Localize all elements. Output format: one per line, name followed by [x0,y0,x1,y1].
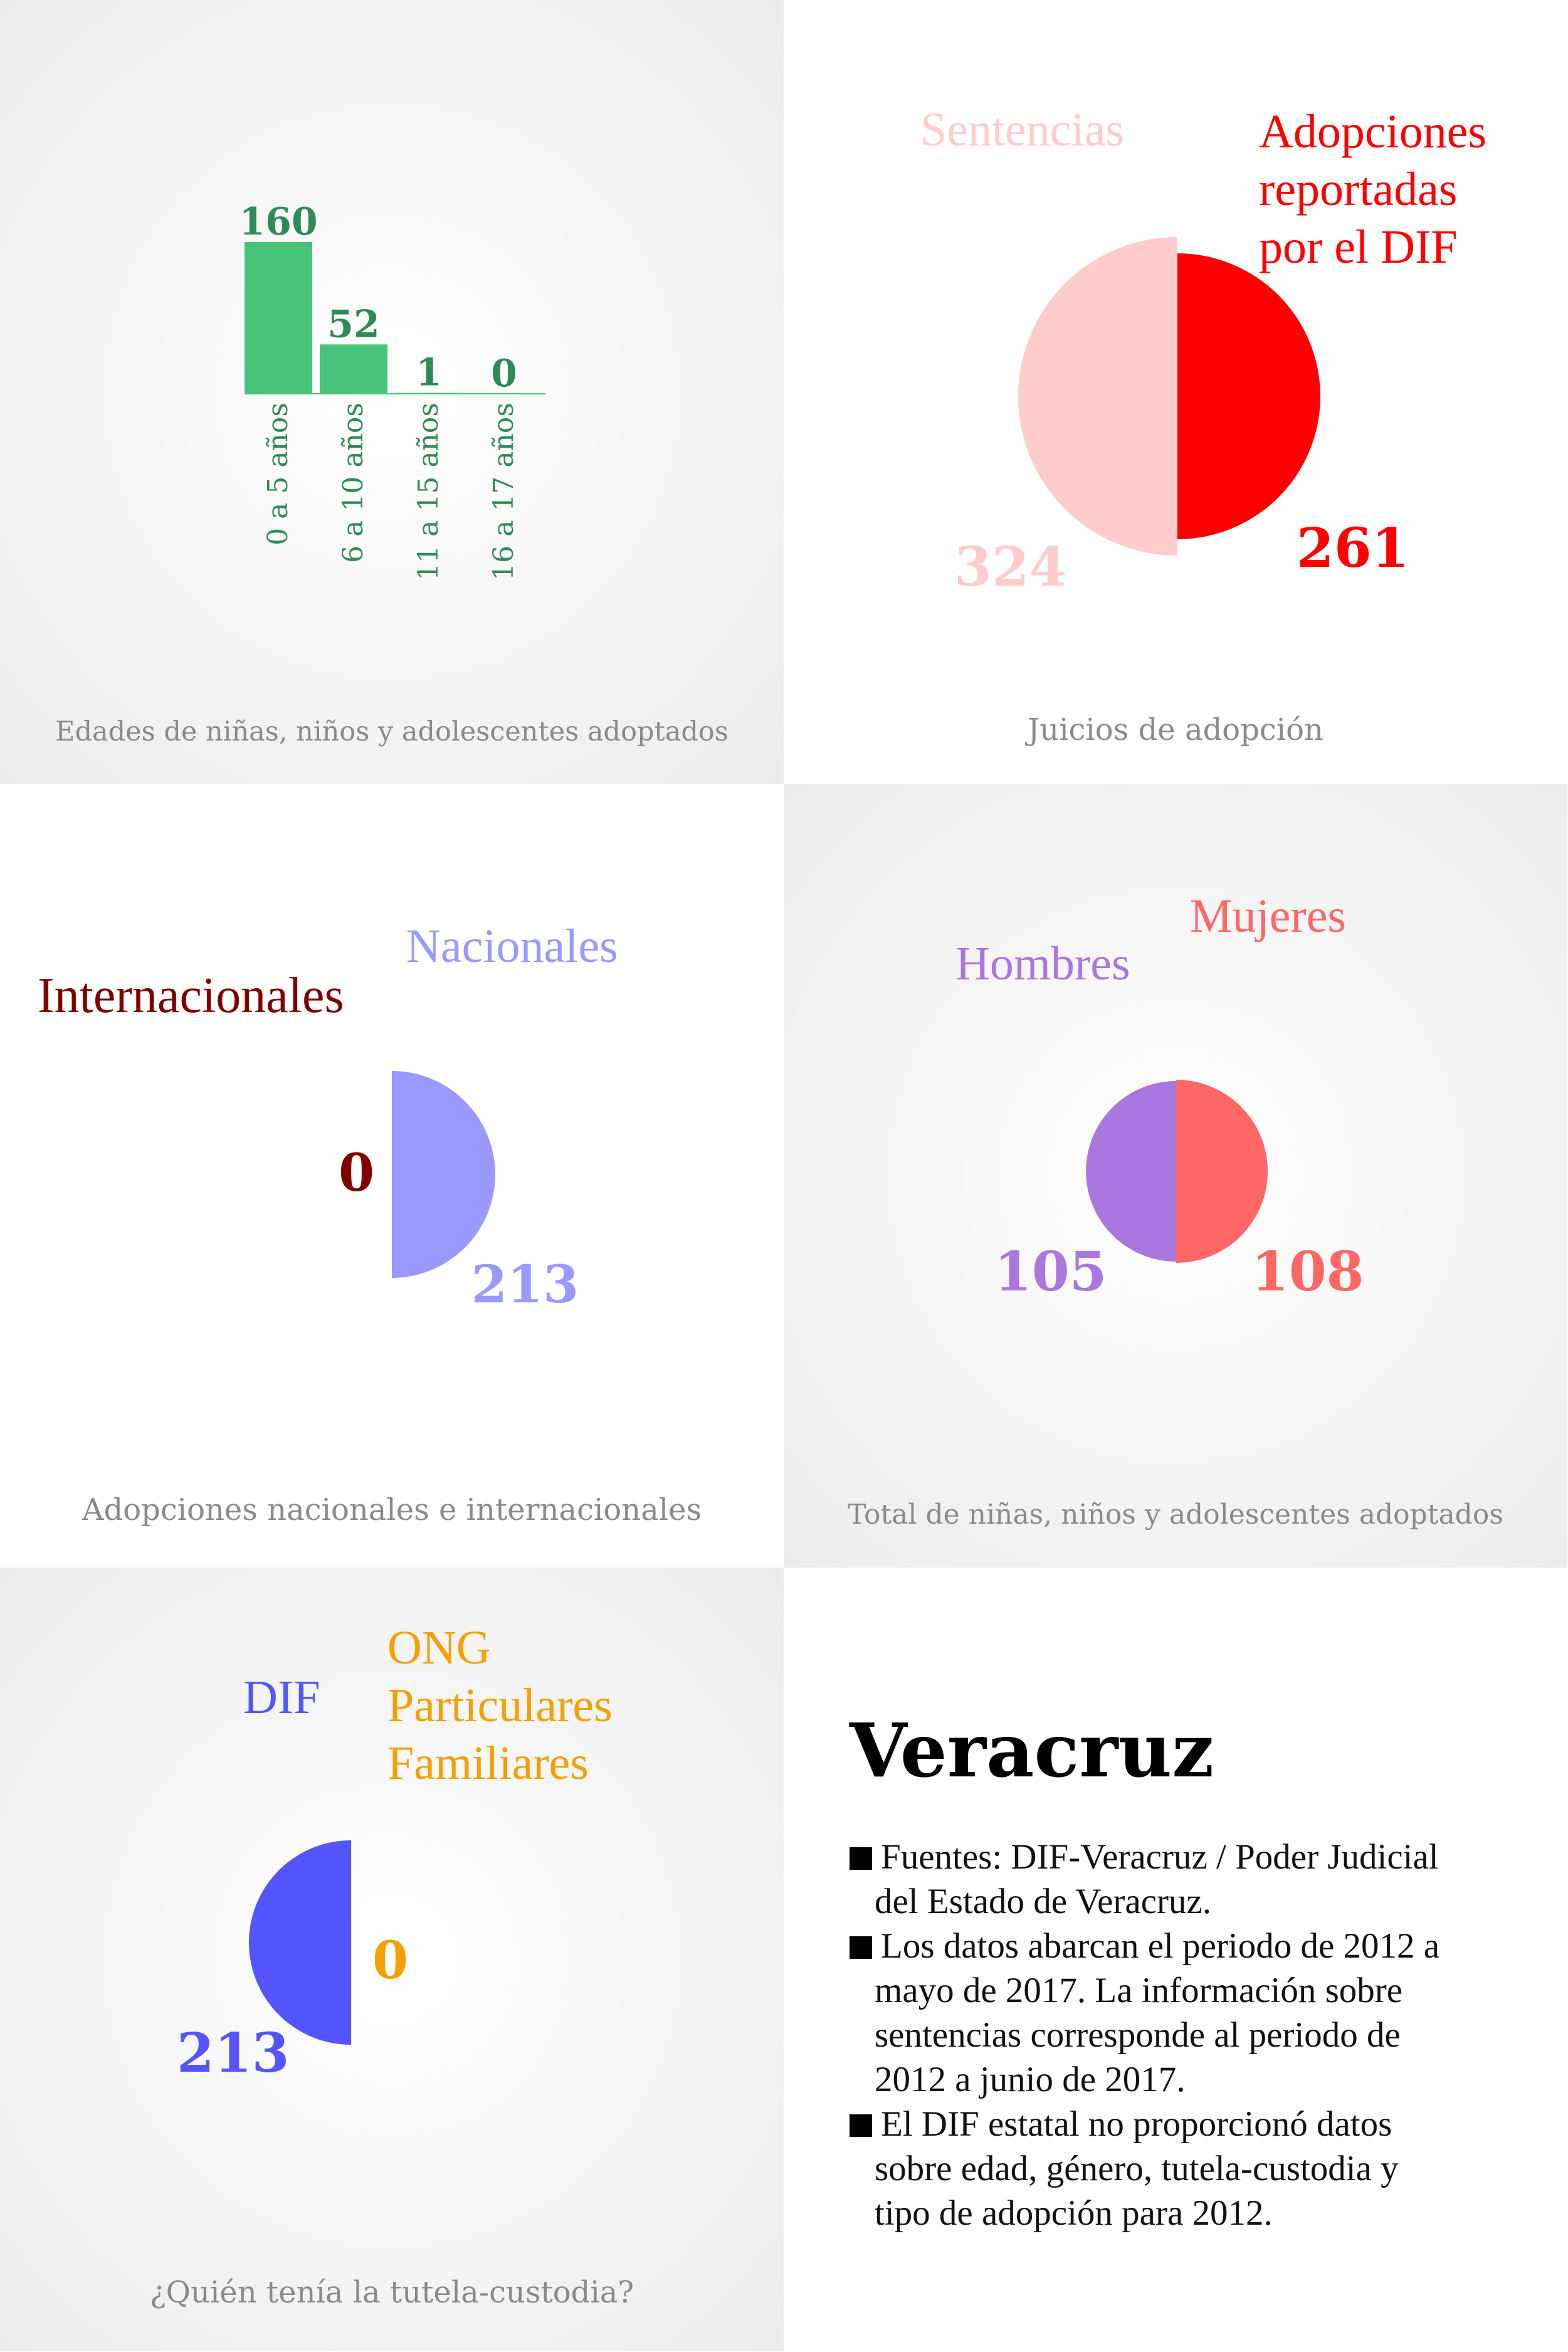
label-nacionales: Nacionales [406,920,618,973]
bar-value-label: 160 [239,200,317,244]
note-line: Los datos abarcan el periodo de 2012 a [850,1924,1539,1968]
bar-value-label: 1 [416,351,442,394]
info-title: Veracruz [850,1707,1214,1794]
slice-nacionales [392,1071,495,1278]
panel-info: Veracruz Fuentes: DIF-Veracruz / Poder J… [784,1568,1567,2351]
note-item: Fuentes: DIF-Veracruz / Poder Judicial d… [850,1835,1539,1924]
note-text: El DIF estatal no proporcionó datos [881,2104,1392,2144]
caption-edades: Edades de niñas, niños y adolescentes ad… [55,716,729,747]
slice-sentencias [1018,237,1177,556]
panel-tutela: DIF ONG Particulares Familiares 0 213 ¿Q… [0,1568,784,2351]
label-adopciones-dif: Adopciones reportadas por el DIF [1259,103,1486,276]
note-item: El DIF estatal no proporcionó datos sobr… [850,2102,1539,2235]
label-mujeres: Mujeres [1190,890,1347,942]
value-internacionales: 0 [339,1143,375,1203]
bullet-square-icon [850,1847,872,1870]
bar-0 [245,242,312,394]
value-ong: 0 [372,1931,409,1991]
note-item: Los datos abarcan el periodo de 2012 a m… [850,1924,1539,2102]
bar-value-label: 52 [327,302,380,346]
bullet-square-icon [850,2114,872,2137]
note-line: 2012 a junio de 2017. [875,2060,1186,2099]
note-line: Fuentes: DIF-Veracruz / Poder Judicial [850,1835,1539,1879]
label-sentencias: Sentencias [920,103,1125,156]
caption-juicios: Juicios de adopción [1028,712,1323,747]
caption-tutela: ¿Quién tenía la tutela-custodia? [149,2275,634,2310]
genero-pie [1086,1080,1268,1263]
panel-nacionales: Nacionales Internacionales 0 213 Adopcio… [0,784,784,1568]
nacionales-pie [392,1071,495,1278]
value-dif-tutela: 213 [177,2022,290,2085]
label-hombres: Hombres [955,937,1130,990]
value-mujeres: 108 [1251,1240,1364,1304]
note-line: mayo de 2017. La información sobre [875,1971,1403,2010]
category-label: 11 a 15 años [413,403,445,581]
panel-genero: Mujeres Hombres 105 108 Total de niñas, … [784,784,1567,1568]
panel-edades: 160 0 a 5 años 52 6 a 10 años 1 11 a 15 años 0… [0,0,784,784]
note-text: Fuentes: DIF-Veracruz / Poder Judicial [881,1837,1439,1877]
note-line: sentencias corresponde al periodo de [875,2015,1401,2055]
value-nacionales: 213 [471,1255,579,1315]
panel-juicios: Sentencias Adopciones reportadas por el … [784,0,1567,784]
juicios-pie [1018,237,1320,556]
value-dif: 261 [1297,517,1409,580]
note-line: del Estado de Veracruz. [875,1882,1212,1921]
slice-hombres [1086,1081,1176,1262]
note-line: sobre edad, género, tutela-custodia y [875,2149,1399,2188]
note-text: Los datos abarcan el periodo de 2012 a [881,1926,1440,1966]
bar-chart: 160 0 a 5 años 52 6 a 10 años 1 11 a 15 años 0… [239,200,545,581]
value-hombres: 105 [994,1240,1107,1304]
category-label: 6 a 10 años [337,403,369,563]
notes-list: Fuentes: DIF-Veracruz / Poder Judicial d… [850,1835,1539,2235]
label-line: reportadas [1259,163,1458,216]
slice-dif-tutela [249,1840,351,2045]
label-line: ONG [387,1622,491,1674]
category-label: 0 a 5 años [262,403,294,546]
label-internacionales: Internacionales [38,968,344,1023]
label-dif: DIF [243,1671,320,1724]
note-line: tipo de adopción para 2012. [875,2193,1273,2233]
label-line: Particulares [387,1679,613,1732]
caption-nacionales: Adopciones nacionales e internacionales [82,1492,702,1527]
bar-value-label: 0 [491,352,517,396]
category-label: 16 a 17 años [488,403,520,581]
bullet-square-icon [850,1936,872,1959]
label-line: por el DIF [1259,221,1458,273]
slice-mujeres [1176,1080,1268,1263]
tutela-pie [249,1840,351,2045]
value-sentencias: 324 [954,535,1067,599]
note-line: El DIF estatal no proporcionó datos [850,2102,1539,2146]
slice-dif [1177,253,1320,539]
label-ong-particulares-familiares: ONG Particulares Familiares [387,1619,613,1792]
label-line: Adopciones [1259,105,1487,158]
caption-genero: Total de niñas, niños y adolescentes ado… [848,1499,1503,1531]
bar-1 [320,344,387,394]
label-line: Familiares [387,1737,589,1790]
